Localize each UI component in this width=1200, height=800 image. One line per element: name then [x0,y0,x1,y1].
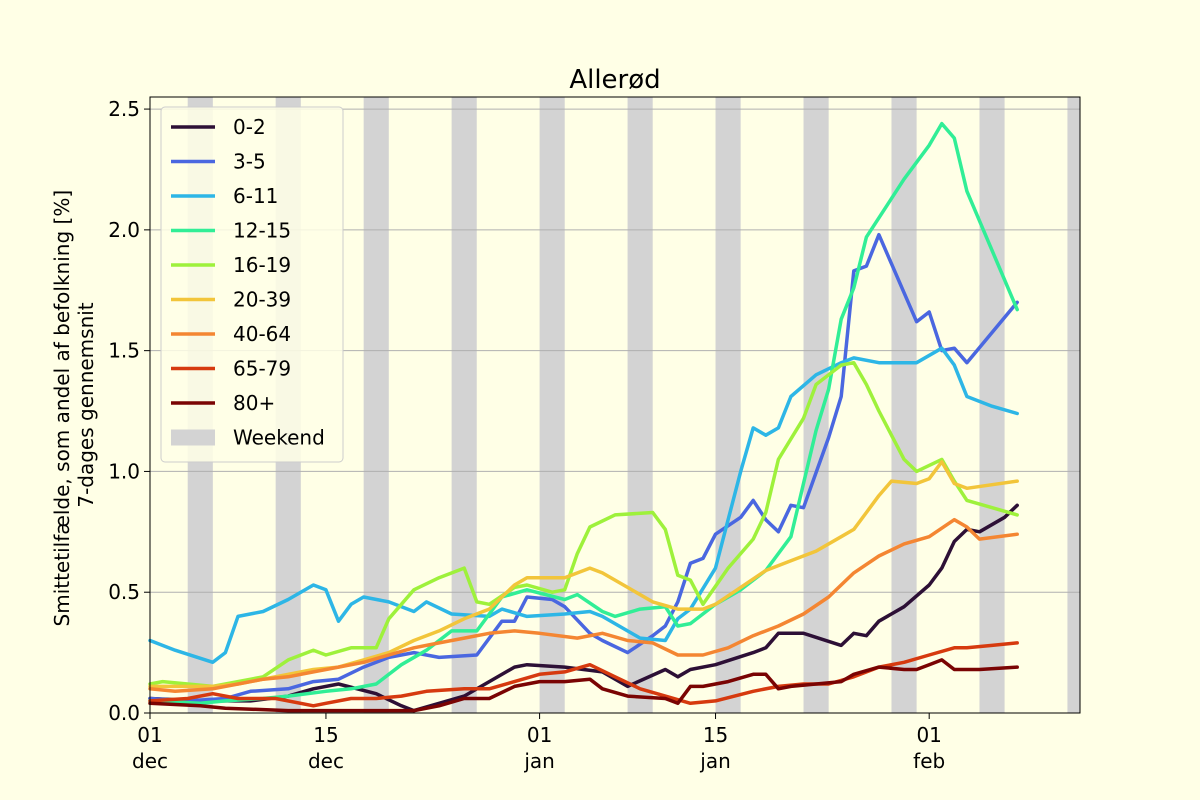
chart-title: Allerød [569,65,660,95]
weekend-band [627,97,653,713]
legend-label-weekend: Weekend [233,426,325,450]
x-tick-label: 01 dec [132,723,168,773]
x-tick-day: 15 [703,723,728,747]
plot-frame [149,96,1081,714]
x-tick-month: feb [913,749,945,773]
y-tick-label: 1.0 [108,459,140,483]
y-axis: 0.0 0.5 1.0 1.5 2.0 2.5 [108,97,150,725]
x-tick-day: 15 [313,723,338,747]
legend-label-3-5: 3-5 [233,150,266,174]
x-tick-label: 01 feb [913,723,945,773]
x-tick-month: jan [699,749,731,773]
legend-label-80+: 80+ [233,391,275,415]
y-tick-label: 2.5 [108,97,140,121]
legend-label-20-39: 20-39 [233,288,291,312]
legend-label-16-19: 16-19 [233,253,291,277]
legend-label-65-79: 65-79 [233,357,291,381]
y-axis-label-line1: Smittetilfælde, som andel af befolkning … [50,190,74,627]
weekend-band [891,97,917,713]
legend-label-40-64: 40-64 [233,322,291,346]
x-tick-month: jan [523,749,555,773]
x-tick-day: 01 [916,723,941,747]
series-line-6-11 [148,346,1019,665]
legend-label-6-11: 6-11 [233,184,278,208]
series-line-16-19 [148,360,1019,689]
weekend-band [451,97,477,713]
series-line-65-79 [148,641,1019,708]
y-tick-label: 0.5 [108,580,140,604]
legend-swatch-weekend [171,429,215,446]
y-axis-label: Smittetilfælde, som andel af befolkning … [50,184,98,627]
x-tick-month: dec [132,749,168,773]
legend-label-0-2: 0-2 [233,115,266,139]
y-tick-label: 1.5 [108,339,140,363]
series-lines [148,121,1019,713]
weekend-band [715,97,741,713]
y-tick-label: 0.0 [108,701,140,725]
weekend-band [363,97,389,713]
y-axis-label-line2: 7-dages gennemsnit [74,302,98,507]
x-tick-month: dec [308,749,344,773]
x-tick-label: 15 dec [308,723,344,773]
x-tick-day: 01 [137,723,162,747]
series-line-40-64 [148,517,1019,694]
x-tick-label: 01 jan [523,723,555,773]
legend: 0-2 3-5 6-11 12-15 16-19 20-39 40-64 65-79 80+ We… [160,106,344,463]
x-tick-label: 15 jan [699,723,731,773]
series-line-0-2 [148,503,1019,713]
legend-label-12-15: 12-15 [233,219,291,243]
series-line-3-5 [148,232,1019,703]
weekend-band [539,97,565,713]
weekend-band [1067,97,1080,713]
series-line-80+ [148,658,1019,713]
series-line-12-15 [148,121,1019,706]
y-tick-label: 2.0 [108,218,140,242]
x-tick-day: 01 [527,723,552,747]
